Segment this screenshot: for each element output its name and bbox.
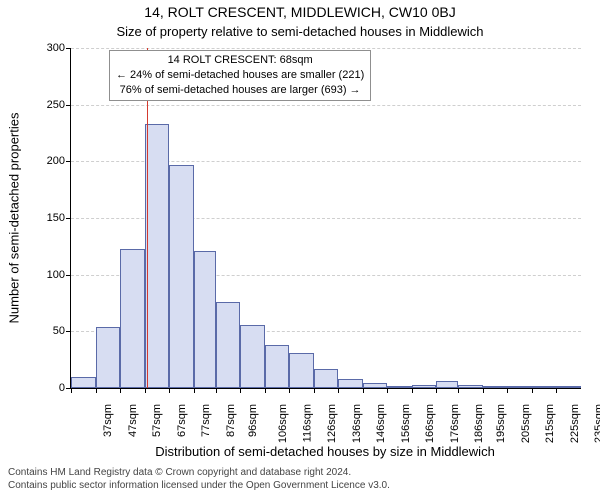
x-tick-label: 67sqm bbox=[176, 404, 188, 437]
x-tick-label: 57sqm bbox=[151, 404, 163, 437]
x-tick bbox=[436, 388, 437, 393]
x-tick bbox=[556, 388, 557, 393]
y-tick bbox=[66, 275, 71, 276]
x-tick-label: 87sqm bbox=[225, 404, 237, 437]
x-tick bbox=[289, 388, 290, 393]
histogram-bar bbox=[507, 386, 532, 388]
x-tick-label: 47sqm bbox=[127, 404, 139, 437]
x-tick bbox=[169, 388, 170, 393]
histogram-bar bbox=[556, 386, 581, 388]
x-tick bbox=[507, 388, 508, 393]
y-tick-label: 150 bbox=[35, 212, 65, 224]
y-tick bbox=[66, 331, 71, 332]
x-tick bbox=[412, 388, 413, 393]
x-tick-label: 136sqm bbox=[351, 404, 363, 443]
x-tick bbox=[458, 388, 459, 393]
histogram-bar bbox=[289, 353, 314, 388]
y-tick bbox=[66, 161, 71, 162]
x-tick-label: 195sqm bbox=[496, 404, 508, 443]
footer-attribution: Contains HM Land Registry data © Crown c… bbox=[8, 466, 592, 492]
x-tick-label: 77sqm bbox=[200, 404, 212, 437]
chart-container: 14, ROLT CRESCENT, MIDDLEWICH, CW10 0BJ … bbox=[0, 0, 600, 500]
y-tick-label: 0 bbox=[35, 382, 65, 394]
x-tick-label: 106sqm bbox=[277, 404, 289, 443]
y-tick bbox=[66, 218, 71, 219]
y-tick-label: 200 bbox=[35, 155, 65, 167]
x-tick bbox=[483, 388, 484, 393]
x-tick bbox=[532, 388, 533, 393]
x-tick-label: 205sqm bbox=[520, 404, 532, 443]
x-tick-label: 225sqm bbox=[569, 404, 581, 443]
x-tick-label: 146sqm bbox=[375, 404, 387, 443]
chart-subtitle: Size of property relative to semi-detach… bbox=[0, 24, 600, 39]
x-tick-label: 176sqm bbox=[449, 404, 461, 443]
x-tick-label: 116sqm bbox=[301, 404, 313, 442]
histogram-bar bbox=[96, 327, 121, 388]
histogram-bar bbox=[314, 369, 339, 388]
x-tick bbox=[120, 388, 121, 393]
x-tick-label: 166sqm bbox=[424, 404, 436, 443]
x-tick-label: 215sqm bbox=[545, 404, 557, 443]
y-tick-label: 100 bbox=[35, 269, 65, 281]
histogram-bar bbox=[240, 325, 265, 388]
histogram-bar bbox=[387, 386, 412, 388]
x-tick bbox=[71, 388, 72, 393]
x-tick bbox=[145, 388, 146, 393]
x-tick bbox=[240, 388, 241, 393]
histogram-bar bbox=[71, 377, 96, 388]
footer-line-2: Contains public sector information licen… bbox=[8, 479, 592, 492]
x-tick-label: 186sqm bbox=[473, 404, 485, 443]
x-tick bbox=[96, 388, 97, 393]
histogram-bar bbox=[216, 302, 241, 388]
histogram-bar bbox=[194, 251, 216, 388]
histogram-bar bbox=[436, 381, 458, 388]
x-tick bbox=[338, 388, 339, 393]
histogram-bar bbox=[169, 165, 194, 388]
x-tick-label: 126sqm bbox=[326, 404, 338, 443]
y-tick bbox=[66, 105, 71, 106]
y-tick-label: 50 bbox=[35, 325, 65, 337]
annotation-box: 14 ROLT CRESCENT: 68sqm← 24% of semi-det… bbox=[109, 50, 371, 101]
histogram-bar bbox=[483, 386, 508, 388]
chart-title: 14, ROLT CRESCENT, MIDDLEWICH, CW10 0BJ bbox=[0, 4, 600, 20]
histogram-bar bbox=[458, 385, 483, 388]
x-tick bbox=[314, 388, 315, 393]
y-tick-label: 300 bbox=[35, 42, 65, 54]
x-tick-label: 96sqm bbox=[247, 404, 259, 437]
annotation-line-3: 76% of semi-detached houses are larger (… bbox=[116, 83, 364, 98]
x-tick bbox=[387, 388, 388, 393]
annotation-line-2: ← 24% of semi-detached houses are smalle… bbox=[116, 68, 364, 83]
x-axis-title: Distribution of semi-detached houses by … bbox=[70, 444, 580, 459]
y-tick bbox=[66, 48, 71, 49]
footer-line-1: Contains HM Land Registry data © Crown c… bbox=[8, 466, 592, 479]
y-tick-label: 250 bbox=[35, 99, 65, 111]
x-tick bbox=[265, 388, 266, 393]
y-axis-title: Number of semi-detached properties bbox=[7, 113, 22, 324]
x-tick bbox=[216, 388, 217, 393]
annotation-line-1: 14 ROLT CRESCENT: 68sqm bbox=[116, 53, 364, 68]
x-tick bbox=[363, 388, 364, 393]
x-tick-label: 37sqm bbox=[102, 404, 114, 437]
x-tick-label: 235sqm bbox=[594, 404, 600, 443]
histogram-bar bbox=[145, 124, 170, 388]
histogram-bar bbox=[265, 345, 290, 388]
histogram-bar bbox=[532, 386, 557, 388]
x-tick-label: 156sqm bbox=[400, 404, 412, 443]
histogram-bar bbox=[120, 249, 145, 388]
x-tick bbox=[194, 388, 195, 393]
histogram-bar bbox=[412, 385, 437, 388]
histogram-bar bbox=[363, 383, 388, 388]
histogram-bar bbox=[338, 379, 363, 388]
plot-area: 05010015020025030037sqm47sqm57sqm67sqm77… bbox=[70, 48, 581, 389]
